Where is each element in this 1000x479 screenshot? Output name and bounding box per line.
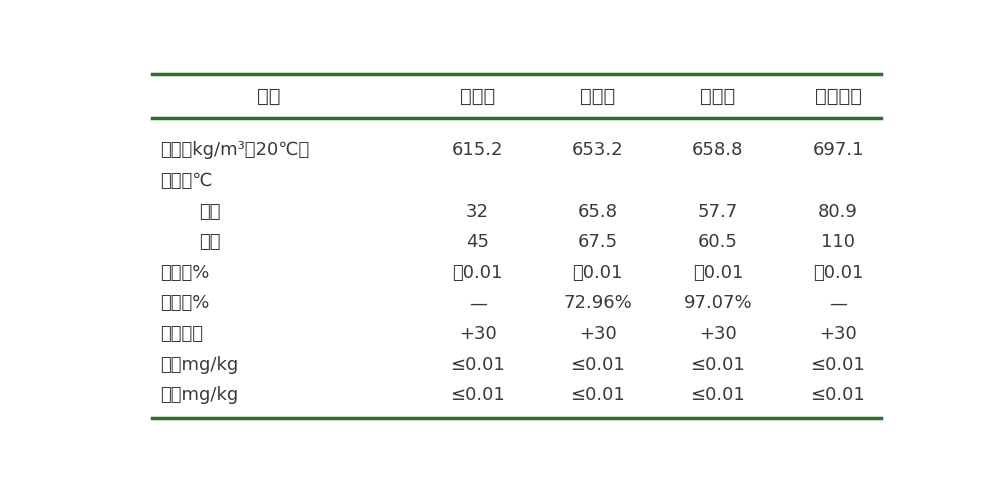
Text: 馏程，℃: 馏程，℃ xyxy=(160,172,212,190)
Text: —: — xyxy=(829,295,847,312)
Text: ＜0.01: ＜0.01 xyxy=(452,264,503,282)
Text: 性质: 性质 xyxy=(257,87,280,106)
Text: 615.2: 615.2 xyxy=(452,141,503,160)
Text: 45: 45 xyxy=(466,233,489,251)
Text: 砷，mg/kg: 砷，mg/kg xyxy=(160,387,238,404)
Text: 60.5: 60.5 xyxy=(698,233,738,251)
Text: 芳烃，%: 芳烃，% xyxy=(160,264,209,282)
Text: 97.07%: 97.07% xyxy=(684,295,752,312)
Text: 异己烷: 异己烷 xyxy=(700,87,736,106)
Text: 铅，mg/kg: 铅，mg/kg xyxy=(160,356,238,374)
Text: +30: +30 xyxy=(579,325,617,343)
Text: ≤0.01: ≤0.01 xyxy=(570,356,625,374)
Text: 正己烷: 正己烷 xyxy=(580,87,615,106)
Text: ≤0.01: ≤0.01 xyxy=(811,356,865,374)
Text: 赛氏色度: 赛氏色度 xyxy=(160,325,203,343)
Text: 65.8: 65.8 xyxy=(578,203,618,221)
Text: 初馏: 初馏 xyxy=(199,203,220,221)
Text: ≤0.01: ≤0.01 xyxy=(570,387,625,404)
Text: 终馏: 终馏 xyxy=(199,233,220,251)
Text: 72.96%: 72.96% xyxy=(563,295,632,312)
Text: ＜0.01: ＜0.01 xyxy=(573,264,623,282)
Text: ≤0.01: ≤0.01 xyxy=(450,356,505,374)
Text: 653.2: 653.2 xyxy=(572,141,624,160)
Text: 80.9: 80.9 xyxy=(818,203,858,221)
Text: 658.8: 658.8 xyxy=(692,141,744,160)
Text: +30: +30 xyxy=(819,325,857,343)
Text: ＜0.01: ＜0.01 xyxy=(813,264,863,282)
Text: 57.7: 57.7 xyxy=(698,203,738,221)
Text: +30: +30 xyxy=(699,325,737,343)
Text: ≤0.01: ≤0.01 xyxy=(690,356,745,374)
Text: ≤0.01: ≤0.01 xyxy=(690,387,745,404)
Text: 纯度，%: 纯度，% xyxy=(160,295,209,312)
Text: ≤0.01: ≤0.01 xyxy=(811,387,865,404)
Text: ≤0.01: ≤0.01 xyxy=(450,387,505,404)
Text: 697.1: 697.1 xyxy=(812,141,864,160)
Text: 轻组分: 轻组分 xyxy=(460,87,495,106)
Text: 67.5: 67.5 xyxy=(578,233,618,251)
Text: 混合庚烷: 混合庚烷 xyxy=(814,87,862,106)
Text: +30: +30 xyxy=(459,325,496,343)
Text: 110: 110 xyxy=(821,233,855,251)
Text: 32: 32 xyxy=(466,203,489,221)
Text: —: — xyxy=(469,295,487,312)
Text: 密度，kg/m³（20℃）: 密度，kg/m³（20℃） xyxy=(160,141,309,160)
Text: ＜0.01: ＜0.01 xyxy=(693,264,743,282)
